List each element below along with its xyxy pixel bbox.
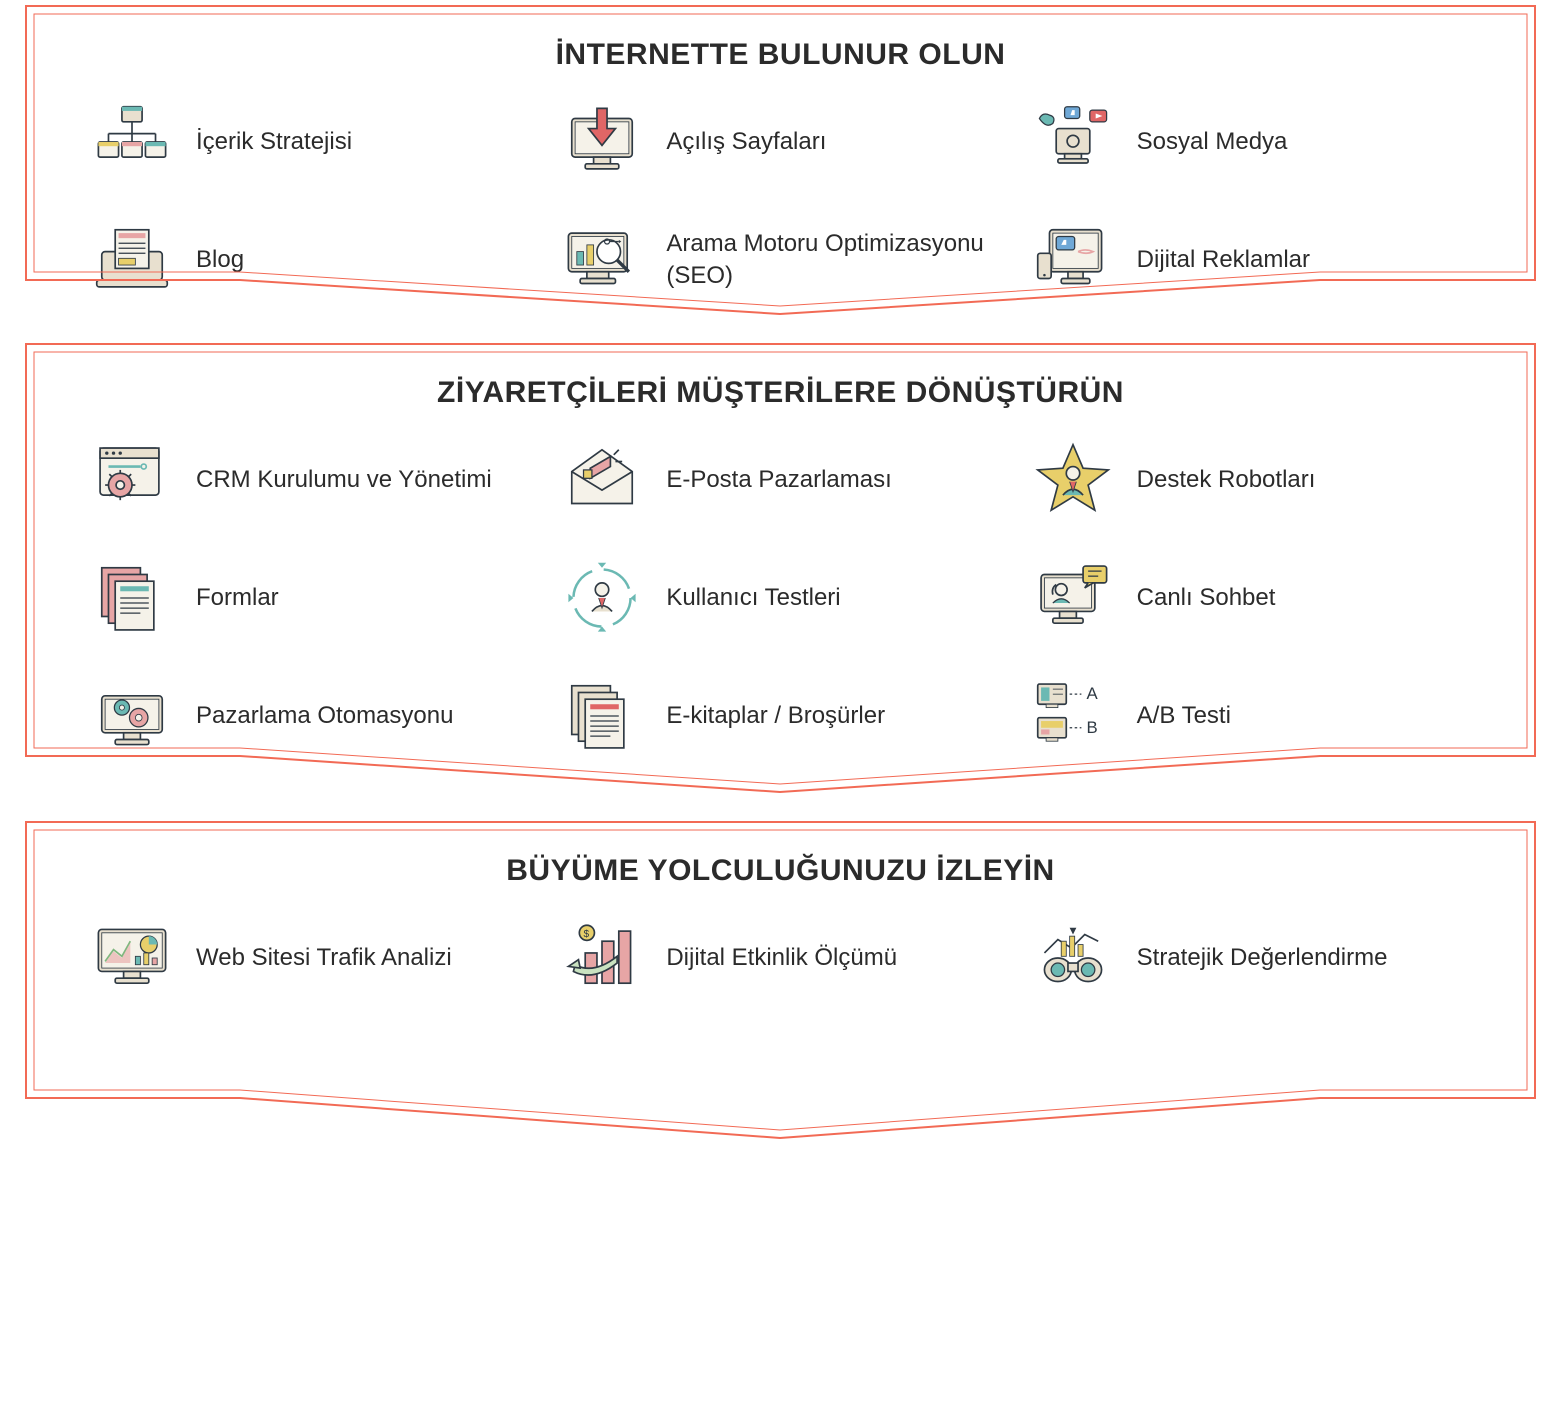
item-label: Kullanıcı Testleri xyxy=(666,582,840,614)
seo-magnifier-icon xyxy=(560,218,644,302)
svg-text:A: A xyxy=(1086,684,1098,703)
item-label: E-Posta Pazarlaması xyxy=(666,464,891,496)
user-cycle-icon xyxy=(560,556,644,640)
item-strategic: Stratejik Değerlendirme xyxy=(1031,916,1471,1000)
item-social-media: Sosyal Medya xyxy=(1031,100,1471,184)
stage-3-grid: Web Sitesi Trafik Analizi $ Dijital Etki… xyxy=(20,888,1541,1040)
item-label: Dijital Reklamlar xyxy=(1137,244,1310,276)
item-label: Dijital Etkinlik Ölçümü xyxy=(666,942,897,974)
item-digital-ads: Dijital Reklamlar xyxy=(1031,218,1471,302)
download-monitor-icon xyxy=(560,100,644,184)
item-blog: Blog xyxy=(90,218,530,302)
item-label: Açılış Sayfaları xyxy=(666,126,826,158)
item-ab-test: A B A/B Testi xyxy=(1031,674,1471,758)
forms-stack-icon xyxy=(90,556,174,640)
funnel-stage-1: İNTERNETTE BULUNUR OLUN xyxy=(20,0,1541,320)
stage-heading-3: BÜYÜME YOLCULUĞUNUZU İZLEYİN xyxy=(20,854,1541,888)
item-email: E-Posta Pazarlaması xyxy=(560,438,1000,522)
item-label: Arama Motoru Optimizasyonu (SEO) xyxy=(666,228,1000,293)
ebooks-stack-icon xyxy=(560,674,644,758)
item-label: Destek Robotları xyxy=(1137,464,1316,496)
svg-text:B: B xyxy=(1086,718,1097,737)
item-content-strategy: İçerik Stratejisi xyxy=(90,100,530,184)
live-chat-icon xyxy=(1031,556,1115,640)
item-label: Formlar xyxy=(196,582,279,614)
item-label: Pazarlama Otomasyonu xyxy=(196,700,453,732)
sitemap-icon xyxy=(90,100,174,184)
star-person-icon xyxy=(1031,438,1115,522)
item-live-chat: Canlı Sohbet xyxy=(1031,556,1471,640)
item-support-bots: Destek Robotları xyxy=(1031,438,1471,522)
funnel-stage-2: ZİYARETÇİLERİ MÜŞTERİLERE DÖNÜŞTÜRÜN xyxy=(20,338,1541,798)
item-crm: CRM Kurulumu ve Yönetimi xyxy=(90,438,530,522)
email-megaphone-icon xyxy=(560,438,644,522)
social-icons-icon xyxy=(1031,100,1115,184)
automation-gears-icon xyxy=(90,674,174,758)
item-label: CRM Kurulumu ve Yönetimi xyxy=(196,464,492,496)
item-label: A/B Testi xyxy=(1137,700,1231,732)
item-label: Blog xyxy=(196,244,244,276)
stage-heading-1: İNTERNETTE BULUNUR OLUN xyxy=(20,38,1541,72)
item-user-tests: Kullanıcı Testleri xyxy=(560,556,1000,640)
item-traffic: Web Sitesi Trafik Analizi xyxy=(90,916,530,1000)
stage-2-grid: CRM Kurulumu ve Yönetimi E-Posta Pazarla… xyxy=(20,410,1541,798)
item-forms: Formlar xyxy=(90,556,530,640)
item-label: Sosyal Medya xyxy=(1137,126,1288,158)
analytics-monitor-icon xyxy=(90,916,174,1000)
funnel-stage-3: BÜYÜME YOLCULUĞUNUZU İZLEYİN xyxy=(20,816,1541,1146)
item-automation: Pazarlama Otomasyonu xyxy=(90,674,530,758)
crm-gear-icon xyxy=(90,438,174,522)
item-measure: $ Dijital Etkinlik Ölçümü xyxy=(560,916,1000,1000)
ab-test-icon: A B xyxy=(1031,674,1115,758)
item-label: Canlı Sohbet xyxy=(1137,582,1276,614)
bar-arrow-icon: $ xyxy=(560,916,644,1000)
digital-ads-icon xyxy=(1031,218,1115,302)
item-label: Stratejik Değerlendirme xyxy=(1137,942,1388,974)
blog-laptop-icon xyxy=(90,218,174,302)
stage-1-grid: İçerik Stratejisi Açılış Sayfaları xyxy=(20,72,1541,342)
item-landing-pages: Açılış Sayfaları xyxy=(560,100,1000,184)
item-label: İçerik Stratejisi xyxy=(196,126,352,158)
item-seo: Arama Motoru Optimizasyonu (SEO) xyxy=(560,218,1000,302)
binoculars-chart-icon xyxy=(1031,916,1115,1000)
item-label: Web Sitesi Trafik Analizi xyxy=(196,942,452,974)
item-ebooks: E-kitaplar / Broşürler xyxy=(560,674,1000,758)
svg-text:$: $ xyxy=(584,929,590,940)
stage-heading-2: ZİYARETÇİLERİ MÜŞTERİLERE DÖNÜŞTÜRÜN xyxy=(20,376,1541,410)
item-label: E-kitaplar / Broşürler xyxy=(666,700,885,732)
